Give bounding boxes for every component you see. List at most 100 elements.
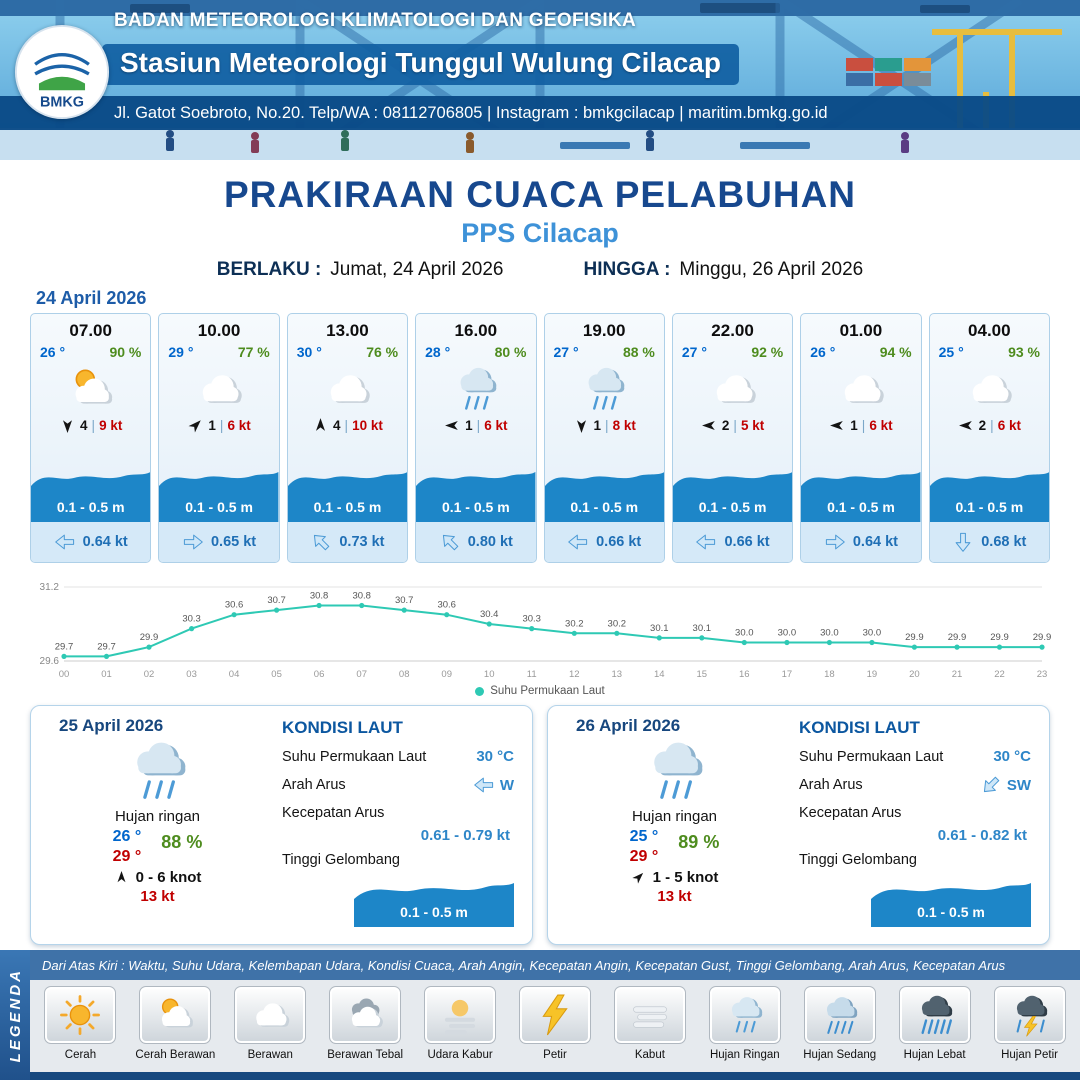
- temp-max: 29 °: [629, 848, 659, 865]
- wave-height: 0.1 - 0.5 m: [400, 904, 468, 920]
- wave-height-band: 0.1 - 0.5 m: [159, 460, 279, 522]
- legend-item: Hujan Sedang: [793, 986, 886, 1061]
- sst-value: 30 °C: [993, 748, 1031, 765]
- wave-height: 0.1 - 0.5 m: [955, 499, 1024, 515]
- current-direction-icon: [182, 531, 204, 553]
- svg-text:06: 06: [314, 669, 325, 680]
- wave-height: 0.1 - 0.5 m: [441, 499, 510, 515]
- legend-strip: LEGENDA Dari Atas Kiri : Waktu, Suhu Uda…: [0, 950, 1080, 1080]
- wave-height: 0.1 - 0.5 m: [313, 499, 382, 515]
- wind-value: 4: [80, 418, 88, 433]
- current-speed-value: 0.61 - 0.82 kt: [937, 827, 1027, 844]
- svg-text:10: 10: [484, 669, 495, 680]
- svg-text:30.0: 30.0: [735, 628, 754, 639]
- svg-text:29.9: 29.9: [1033, 632, 1052, 643]
- daily-temperatures: 26 ° 29 ° 88 %: [113, 828, 203, 866]
- wave-height: 0.1 - 0.5 m: [570, 499, 639, 515]
- legend-item: Cerah Berawan: [129, 986, 222, 1061]
- current-speed-value: 0.61 - 0.79 kt: [420, 827, 510, 844]
- valid-to-value: Minggu, 26 April 2026: [679, 259, 864, 280]
- hourly-temperature: 25 °: [938, 344, 964, 360]
- legend-item: Kabut: [603, 986, 696, 1061]
- temp-min: 26 °: [112, 828, 142, 845]
- temp-min: 25 °: [629, 828, 659, 845]
- svg-text:17: 17: [782, 669, 793, 680]
- current-speed: 0.66 kt: [596, 534, 642, 550]
- current-direction-icon: [473, 774, 495, 796]
- logo-text: BMKG: [40, 95, 84, 111]
- svg-text:30.4: 30.4: [480, 609, 499, 620]
- sst-value: 30 °C: [476, 748, 514, 765]
- hourly-humidity: 80 %: [494, 344, 527, 360]
- wave-height-band: 0.1 - 0.5 m: [801, 460, 921, 522]
- wave-shape: [159, 472, 279, 522]
- hourly-temperature: 27 °: [681, 344, 707, 360]
- wind-direction-icon: [59, 417, 76, 434]
- daily-date: 26 April 2026: [576, 716, 681, 735]
- legend-tile: [139, 986, 212, 1044]
- contact-info: Jl. Gatot Soebroto, No.20. Telp/WA : 081…: [114, 103, 828, 122]
- current-speed: 0.64 kt: [852, 534, 899, 550]
- valid-to-label: HINGGA :: [583, 259, 671, 280]
- legend-tile: [993, 986, 1066, 1044]
- svg-text:07: 07: [356, 669, 367, 680]
- current-speed-row: Kecepatan Arus: [282, 805, 514, 821]
- legend-item: Berawan: [224, 986, 317, 1061]
- svg-text:30.6: 30.6: [437, 600, 456, 611]
- wind-speed: 6 kt: [227, 418, 251, 433]
- wind-direction-icon: [184, 413, 208, 437]
- hourly-current: 0.80 kt: [416, 522, 536, 562]
- hourly-wind: 2 | 6 kt: [930, 417, 1049, 434]
- daily-weather-summary: 26 April 2026 Hujan ringan 25 ° 29 ° 89 %…: [562, 716, 787, 936]
- daily-forecast-row: 25 April 2026 Hujan ringan 26 ° 29 ° 88 %…: [0, 705, 1080, 945]
- current-speed-row: Kecepatan Arus: [799, 805, 1031, 821]
- daily-condition: Hujan ringan: [114, 808, 201, 825]
- current-direction-row: Arah Arus SW: [799, 774, 1031, 796]
- hourly-wind: 4 | 9 kt: [31, 417, 150, 434]
- agency-name: BADAN METEOROLOGI KLIMATOLOGI DAN GEOFIS…: [114, 10, 637, 31]
- hourly-current: 0.68 kt: [929, 522, 1049, 562]
- wave-shape: [871, 883, 1031, 927]
- hourly-humidity: 90 %: [109, 344, 142, 360]
- current-speed-label: Kecepatan Arus: [799, 805, 902, 821]
- wind-range: 0 - 6 knot: [135, 869, 202, 886]
- wind-value: 4: [333, 418, 341, 433]
- wind-speed: 9 kt: [99, 418, 123, 433]
- svg-text:04: 04: [229, 669, 240, 680]
- hourly-humidity: 94 %: [879, 344, 912, 360]
- wave-height-band: 0.1 - 0.5 m: [672, 460, 793, 522]
- valid-to: HINGGA : Minggu, 26 April 2026: [584, 259, 864, 281]
- legend-item: Hujan Ringan: [698, 986, 791, 1061]
- daily-card: 26 April 2026 Hujan ringan 25 ° 29 ° 89 %…: [547, 705, 1050, 945]
- sea-conditions-panel: KONDISI LAUT Suhu Permukaan Laut 30 °C A…: [787, 716, 1035, 936]
- title-zone: PRAKIRAAN CUACA PELABUHAN PPS Cilacap BE…: [0, 160, 1080, 281]
- wind-direction-icon: [829, 417, 846, 434]
- header-banner: BMKG BADAN METEOROLOGI KLIMATOLOGI DAN G…: [0, 0, 1080, 160]
- separator: |: [344, 418, 349, 433]
- weather-icon: [57, 993, 103, 1037]
- temp-max: 29 °: [112, 848, 142, 865]
- separator: |: [605, 418, 609, 433]
- page-subtitle: PPS Cilacap: [461, 218, 619, 248]
- svg-text:29.9: 29.9: [140, 632, 159, 643]
- current-direction-text: SW: [1006, 776, 1031, 794]
- sst-chart-zone: 31.2 29.6 29.7 00 29.7 01 29.9 02 30.3 03 30.6 04 30…: [0, 571, 1080, 697]
- weather-icon: [115, 736, 201, 806]
- wave-shape: [287, 472, 408, 522]
- hourly-wind: 1 | 8 kt: [545, 417, 664, 434]
- hourly-current: 0.73 kt: [287, 522, 408, 562]
- svg-text:29.7: 29.7: [97, 641, 116, 652]
- daily-weather-summary: 25 April 2026 Hujan ringan 26 ° 29 ° 88 %…: [45, 716, 270, 936]
- svg-text:21: 21: [952, 669, 963, 680]
- weather-icon: [722, 993, 768, 1037]
- current-direction-icon: [695, 531, 717, 553]
- wave-height: 0.1 - 0.5 m: [827, 499, 895, 515]
- legend-item: Petir: [509, 986, 602, 1061]
- wind-speed: 5 kt: [740, 418, 765, 433]
- svg-text:13: 13: [612, 669, 623, 680]
- hourly-time: 10.00: [197, 321, 241, 340]
- weather-icon: [437, 993, 483, 1037]
- weather-icon: [632, 736, 718, 806]
- svg-text:29.6: 29.6: [40, 656, 60, 667]
- weather-icon: [575, 363, 633, 415]
